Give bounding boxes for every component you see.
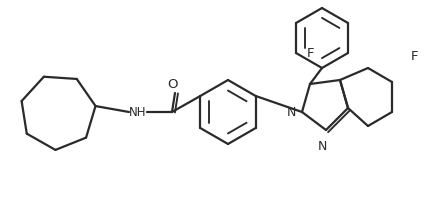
- Text: N: N: [317, 140, 327, 153]
- Text: N: N: [287, 106, 296, 119]
- Text: NH: NH: [129, 106, 147, 119]
- Text: O: O: [168, 78, 178, 90]
- Text: F: F: [411, 49, 419, 63]
- Text: F: F: [306, 46, 314, 60]
